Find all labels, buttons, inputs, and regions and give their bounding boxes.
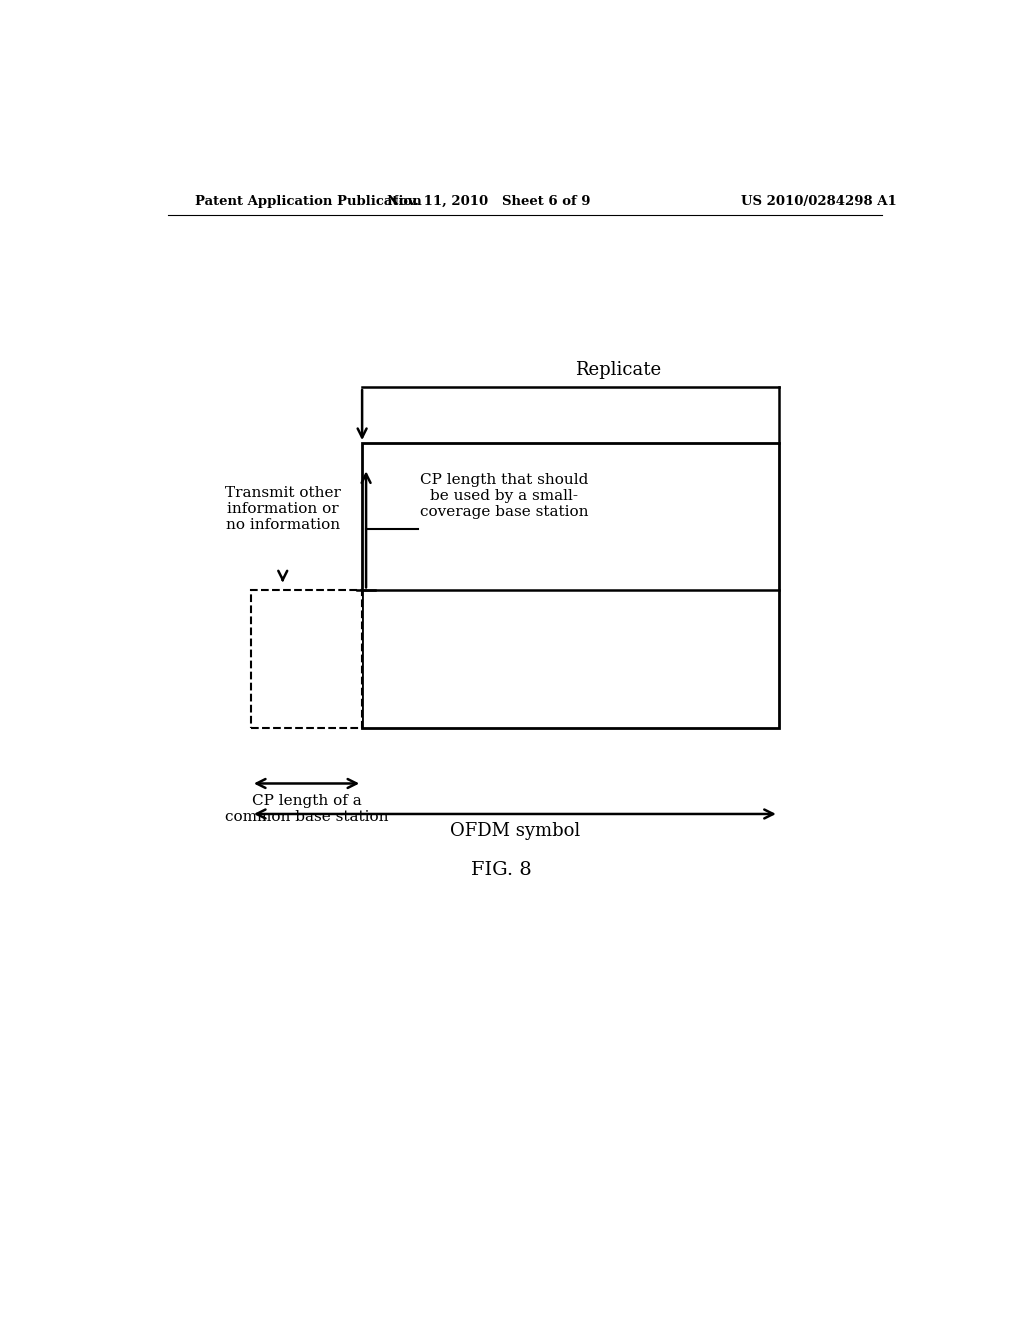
Text: CP length of a
common base station: CP length of a common base station <box>225 793 388 824</box>
Text: Transmit other
information or
no information: Transmit other information or no informa… <box>225 486 341 532</box>
Text: OFDM symbol: OFDM symbol <box>450 822 580 840</box>
Text: FIG. 8: FIG. 8 <box>471 861 531 879</box>
Bar <box>251 590 362 727</box>
Text: Patent Application Publication: Patent Application Publication <box>196 194 422 207</box>
Text: Nov. 11, 2010   Sheet 6 of 9: Nov. 11, 2010 Sheet 6 of 9 <box>387 194 591 207</box>
Text: US 2010/0284298 A1: US 2010/0284298 A1 <box>740 194 896 207</box>
Text: CP length that should
be used by a small-
coverage base station: CP length that should be used by a small… <box>420 473 589 519</box>
Bar <box>362 444 778 727</box>
Text: Replicate: Replicate <box>575 360 662 379</box>
